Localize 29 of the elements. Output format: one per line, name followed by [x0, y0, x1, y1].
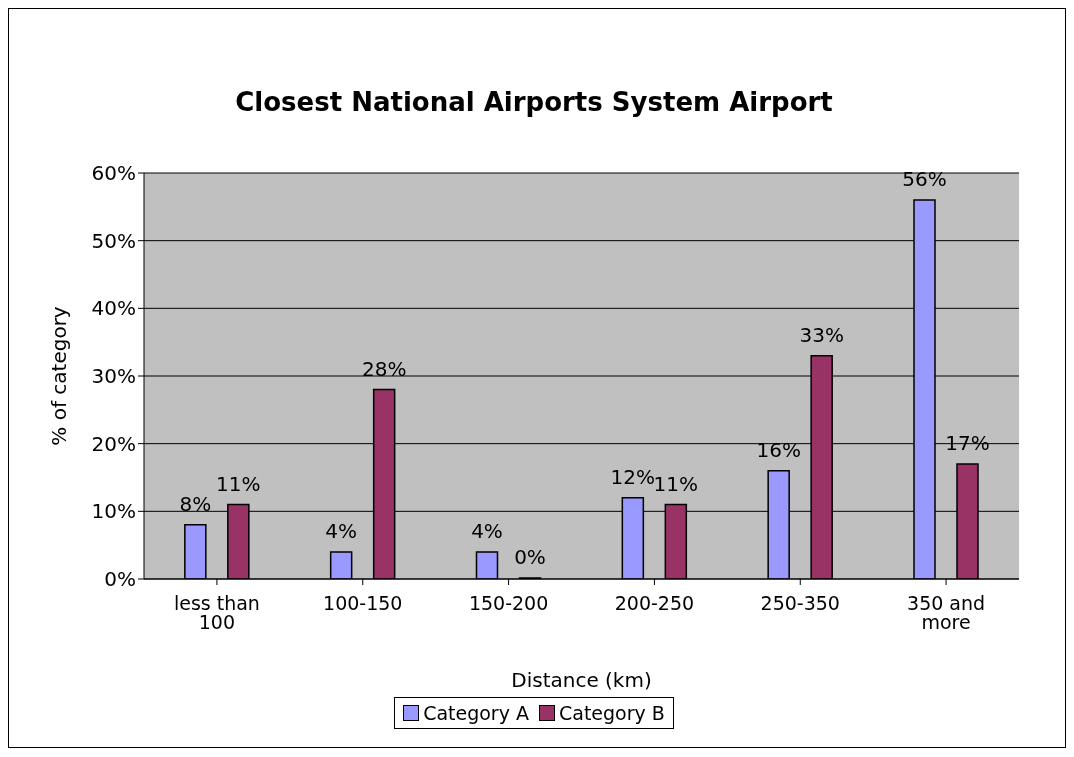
data-label: 33%	[799, 322, 844, 347]
y-tick-label: 40%	[91, 296, 136, 321]
y-tick-label: 60%	[91, 161, 136, 186]
data-label: 12%	[610, 464, 656, 489]
data-label: 8%	[179, 491, 212, 516]
legend-label: Category A	[422, 702, 529, 724]
y-tick-label: 10%	[91, 499, 136, 524]
data-label: 4%	[325, 518, 358, 543]
data-label: 56%	[902, 167, 947, 192]
chart-title: Closest National Airports System Airport	[234, 87, 834, 117]
data-label: 28%	[361, 356, 407, 381]
data-label: 0%	[514, 545, 546, 569]
x-tick-label: 100-150	[323, 592, 403, 615]
x-tick-label: 350 and more	[907, 592, 986, 634]
data-label: 16%	[756, 437, 801, 462]
y-axis-title: % of category	[47, 306, 72, 446]
x-tick-label: 250-350	[760, 592, 840, 615]
x-tick-label: 200-250	[614, 592, 695, 615]
y-tick-label: 30%	[91, 364, 136, 389]
data-label: 4%	[471, 518, 503, 543]
x-tick-label: less than 100	[173, 592, 260, 634]
y-tick-label: 0%	[104, 567, 136, 592]
y-tick-label: 50%	[91, 228, 136, 253]
x-tick-label: 150-200	[468, 592, 549, 615]
y-tick-label: 20%	[91, 431, 136, 456]
legend-label: Category B	[557, 702, 665, 724]
data-label: 11%	[216, 471, 261, 496]
x-axis-title: Distance (km)	[511, 668, 652, 692]
data-label: 11%	[653, 471, 699, 496]
